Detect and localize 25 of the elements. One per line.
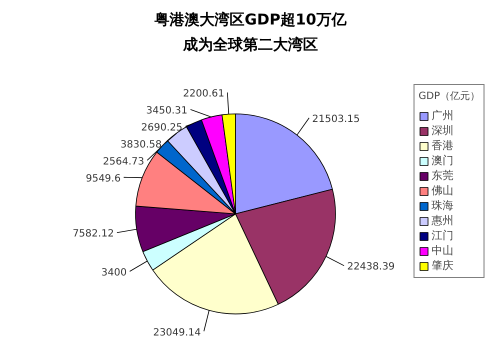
data-label: 9549.6 — [86, 173, 121, 184]
legend-label: 东莞 — [432, 168, 454, 183]
data-label: 2200.61 — [183, 88, 224, 100]
legend-title: GDP（亿元） — [418, 90, 480, 103]
data-label: 23049.14 — [153, 327, 201, 338]
legend-label: 惠州 — [432, 213, 454, 228]
legend-label: 佛山 — [432, 183, 454, 198]
data-label: 21503.15 — [312, 114, 360, 125]
chart-subtitle: 成为全球第二大湾区 — [182, 35, 318, 54]
data-label: 3400 — [101, 267, 127, 278]
data-label: 3830.58 — [120, 139, 162, 150]
legend-label: 广州 — [432, 108, 454, 123]
legend-label: 中山 — [432, 243, 454, 258]
data-label: 2690.25 — [141, 122, 182, 134]
chart-title: 粤港澳大湾区GDP超10万亿 — [154, 10, 348, 28]
legend-label: 深圳 — [432, 123, 454, 138]
legend-label: 珠海 — [432, 198, 454, 213]
data-label: 2564.73 — [102, 156, 144, 168]
legend-label: 香港 — [432, 138, 454, 153]
data-label: 22438.39 — [347, 262, 395, 273]
data-label: 7582.12 — [72, 228, 114, 240]
legend-label: 江门 — [432, 228, 454, 243]
legend-label: 肇庆 — [432, 258, 454, 273]
data-label: 3450.31 — [146, 105, 188, 116]
legend-label: 澳门 — [432, 153, 454, 168]
